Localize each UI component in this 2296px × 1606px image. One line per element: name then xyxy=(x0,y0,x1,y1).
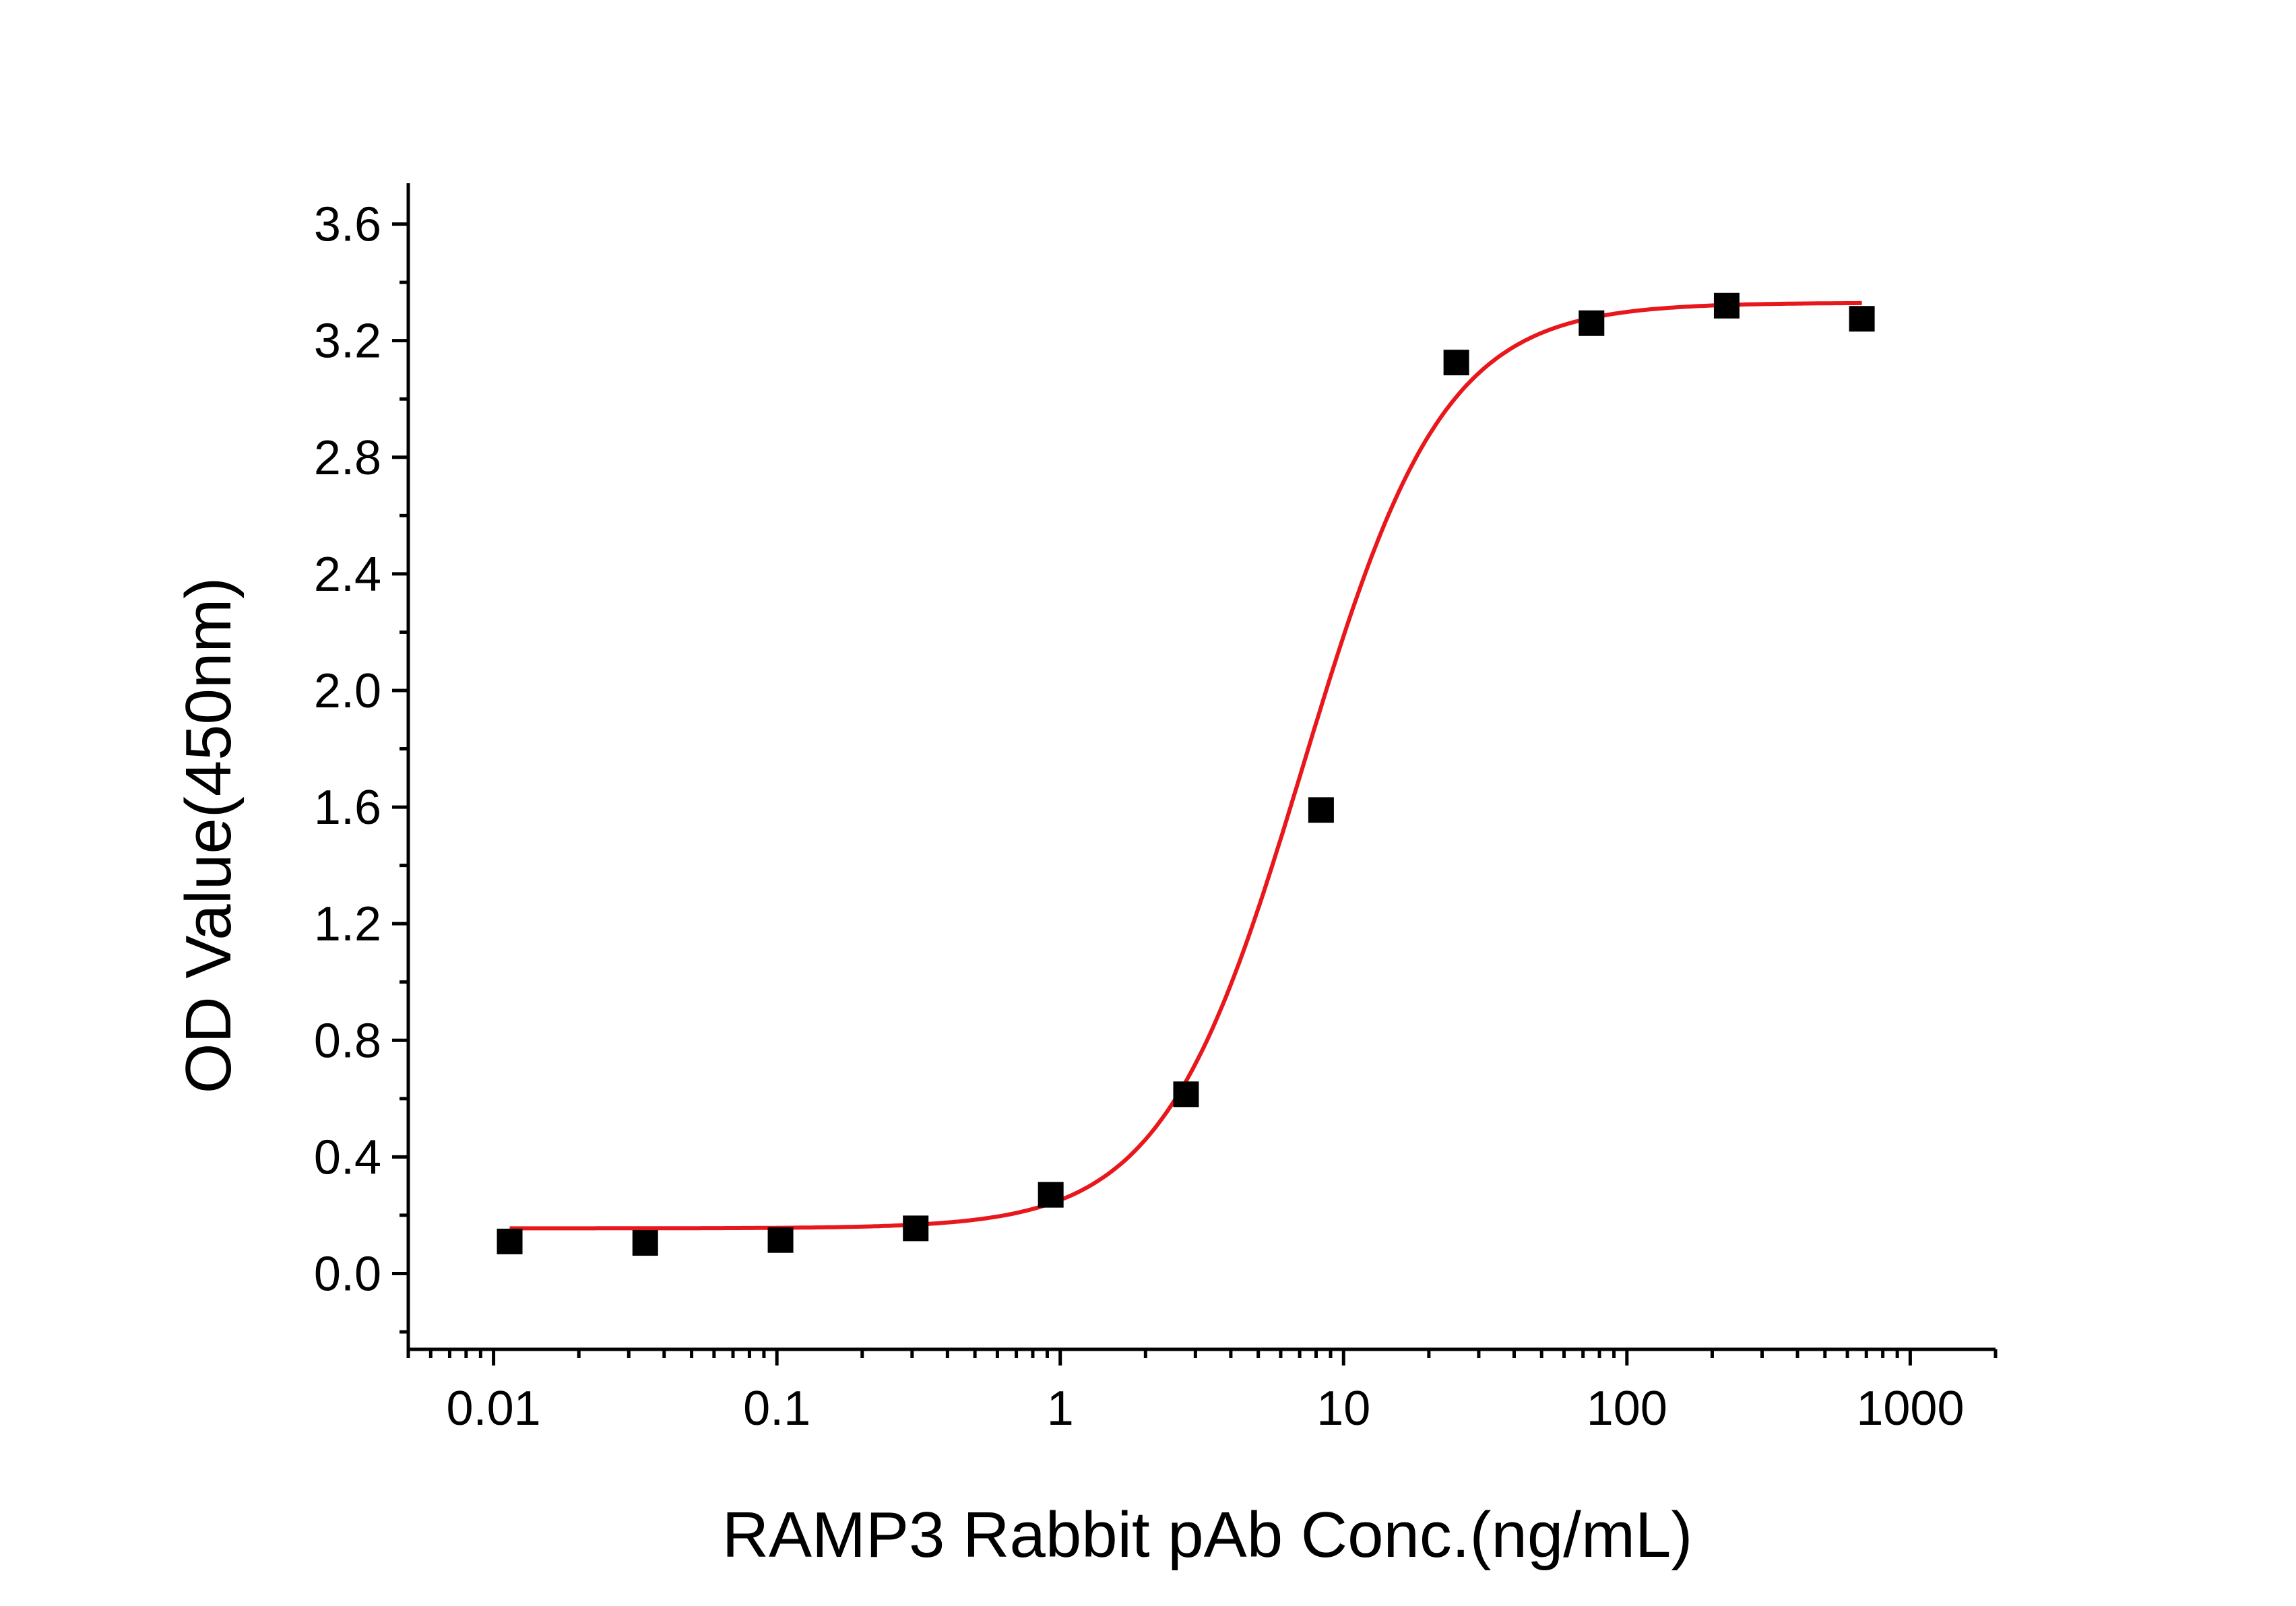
data-point xyxy=(1849,306,1875,332)
y-tick-label: 1.2 xyxy=(314,897,381,951)
x-tick-label: 1 xyxy=(1047,1382,1074,1436)
data-point xyxy=(497,1228,523,1254)
y-tick-label: 3.6 xyxy=(314,198,381,252)
y-tick-label: 2.0 xyxy=(314,664,381,718)
data-point xyxy=(767,1227,794,1253)
data-point xyxy=(1713,292,1740,319)
x-tick-label: 100 xyxy=(1587,1382,1667,1436)
data-point xyxy=(1038,1182,1064,1208)
y-tick-label: 0.4 xyxy=(314,1130,381,1184)
x-tick-label: 1000 xyxy=(1856,1382,1964,1436)
y-tick-label: 3.2 xyxy=(314,315,381,368)
data-point xyxy=(1308,797,1334,823)
x-axis-title: RAMP3 Rabbit pAb Conc.(ng/mL) xyxy=(722,1499,1693,1571)
y-tick-label: 0.0 xyxy=(314,1247,381,1301)
y-tick-label: 1.6 xyxy=(314,781,381,835)
y-tick-label: 2.4 xyxy=(314,548,381,602)
y-tick-label: 0.8 xyxy=(314,1014,381,1068)
x-tick-label: 10 xyxy=(1316,1382,1370,1436)
y-axis-title: OD Value(450nm) xyxy=(172,577,245,1094)
data-point xyxy=(1443,350,1469,376)
x-tick-label: 0.1 xyxy=(743,1382,810,1436)
data-points-layer xyxy=(497,292,1875,1256)
data-point xyxy=(1578,310,1605,336)
data-point xyxy=(903,1215,929,1242)
axes: 0.0 0.4 0.8 1.2 1.6 2.0 2.4 2.8 3.2 3.6 0.01 0.1 1 10… xyxy=(314,183,1998,1436)
data-point xyxy=(1173,1081,1199,1107)
x-tick-label: 0.01 xyxy=(447,1382,541,1436)
y-tick-label: 2.8 xyxy=(314,431,381,485)
data-point xyxy=(632,1230,658,1256)
